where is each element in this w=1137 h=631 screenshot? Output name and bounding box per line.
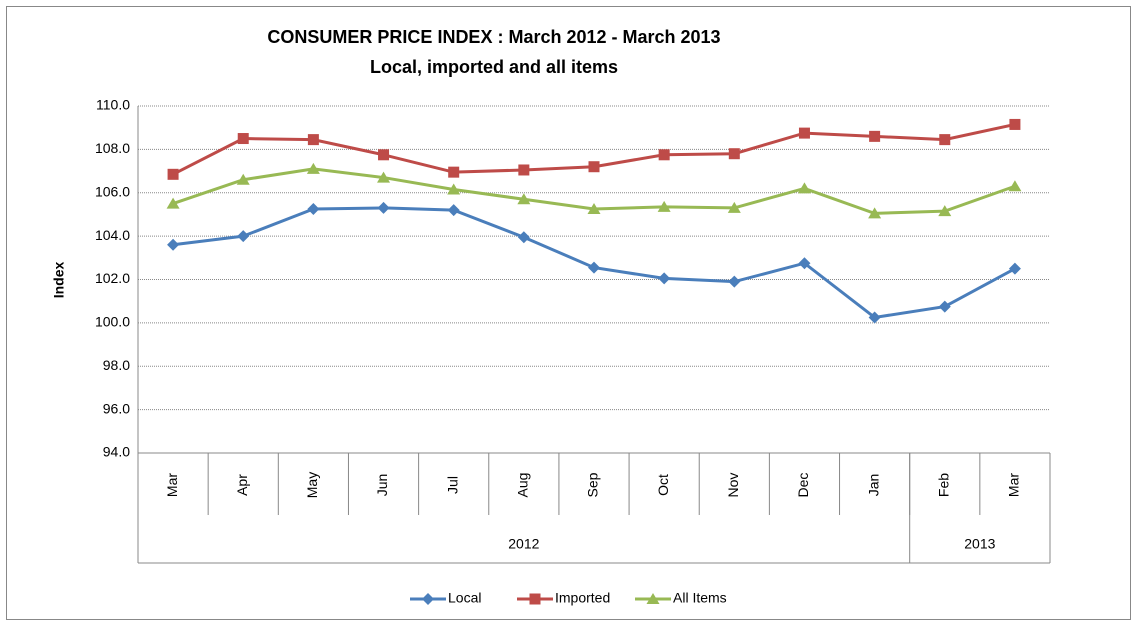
point [728, 148, 740, 160]
point [518, 164, 530, 176]
y-tick-label: 104.0 [95, 227, 130, 243]
point [727, 201, 741, 213]
point [517, 193, 531, 205]
x-tick-label: May [304, 472, 320, 498]
point [939, 134, 951, 146]
point [377, 171, 391, 183]
point [448, 166, 460, 178]
point [378, 149, 390, 161]
point [868, 311, 881, 324]
point [658, 149, 670, 161]
point [938, 300, 951, 313]
x-tick-label: Mar [164, 473, 180, 497]
y-tick-label: 110.0 [96, 97, 130, 113]
legend-label: Imported [555, 590, 610, 606]
point [657, 200, 671, 212]
y-tick-label: 100.0 [95, 314, 130, 330]
point [167, 168, 179, 180]
point [447, 204, 460, 217]
x-tick-label: Jan [865, 474, 881, 497]
point [938, 205, 952, 217]
point [307, 203, 320, 216]
point [236, 173, 250, 185]
x-tick-label: Nov [725, 473, 741, 498]
point [237, 230, 250, 243]
legend-marker [646, 593, 660, 604]
point [728, 275, 741, 288]
y-tick-label: 96.0 [103, 400, 130, 416]
group-label: 2013 [964, 536, 995, 552]
x-tick-label: Oct [655, 474, 671, 496]
point [1009, 118, 1021, 130]
group-label: 2012 [508, 536, 539, 552]
x-tick-label: Sep [585, 472, 601, 497]
point [306, 162, 320, 174]
chart-border [6, 6, 1131, 620]
point [587, 203, 601, 215]
legend-marker [529, 593, 541, 605]
point [237, 133, 249, 145]
point [307, 134, 319, 146]
y-tick-label: 98.0 [103, 357, 130, 373]
y-tick-label: 102.0 [95, 270, 130, 286]
x-tick-label: Jul [444, 476, 460, 494]
point [868, 207, 882, 219]
point [167, 238, 180, 251]
x-tick-label: Apr [234, 474, 250, 496]
point [377, 201, 390, 214]
y-tick-label: 108.0 [95, 140, 130, 156]
point [517, 231, 530, 244]
point [166, 197, 180, 209]
point [869, 130, 881, 142]
point [798, 257, 811, 270]
point [798, 127, 810, 139]
legend-label: Local [448, 590, 481, 606]
chart-title: CONSUMER PRICE INDEX : March 2012 - Marc… [267, 27, 720, 47]
point [447, 183, 461, 195]
x-tick-label: Jun [374, 474, 390, 497]
point [588, 261, 600, 274]
point [1008, 180, 1022, 192]
point [588, 161, 600, 173]
x-tick-label: Feb [935, 473, 951, 497]
y-tick-label: 94.0 [103, 444, 130, 460]
y-tick-label: 106.0 [95, 183, 130, 199]
point [797, 182, 811, 194]
chart-subtitle: Local, imported and all items [370, 57, 618, 77]
legend-marker [422, 593, 434, 605]
point [1008, 262, 1021, 275]
y-axis-label: Index [51, 262, 67, 299]
legend-label: All Items [673, 590, 727, 606]
x-tick-label: Aug [515, 473, 531, 498]
point [658, 272, 671, 285]
x-tick-label: Mar [1006, 473, 1022, 497]
x-tick-label: Dec [795, 473, 811, 498]
